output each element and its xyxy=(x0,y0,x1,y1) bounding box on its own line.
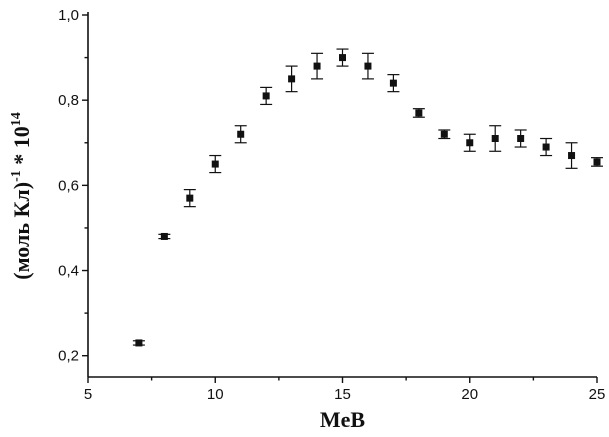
point-marker xyxy=(466,139,474,147)
data-point xyxy=(311,52,324,80)
data-point xyxy=(489,125,502,152)
data-point xyxy=(183,189,196,208)
point-marker xyxy=(542,143,550,151)
data-point xyxy=(361,52,374,80)
x-tick-label: 10 xyxy=(207,386,224,403)
y-axis-title-mid: * 10 xyxy=(9,126,34,170)
x-tick-label: 5 xyxy=(84,386,92,403)
point-marker xyxy=(262,92,270,100)
y-axis-ticks: 0,2 0,4 0,6 0,8 1,0 xyxy=(58,7,88,365)
point-marker xyxy=(517,135,525,143)
data-point xyxy=(565,142,578,169)
data-point xyxy=(540,137,553,157)
x-tick-label: 20 xyxy=(461,386,478,403)
point-marker xyxy=(288,75,296,83)
data-point xyxy=(285,65,298,93)
data-points xyxy=(132,48,603,347)
point-marker xyxy=(237,130,245,138)
y-axis-title-main: (моль Кл) xyxy=(9,182,34,280)
data-point xyxy=(132,339,145,347)
data-point xyxy=(514,129,527,148)
x-tick-label: 25 xyxy=(589,386,606,403)
point-marker xyxy=(186,194,194,202)
y-tick-label: 0,6 xyxy=(58,177,79,194)
point-marker xyxy=(415,109,423,117)
x-axis-title: MeB xyxy=(320,407,366,432)
data-point xyxy=(438,129,451,140)
data-point xyxy=(591,157,603,167)
y-axis-title: (моль Кл)-1 * 1014 xyxy=(9,112,34,280)
point-marker xyxy=(568,152,576,160)
data-point xyxy=(412,108,425,118)
data-point xyxy=(260,86,273,106)
data-point xyxy=(463,133,476,152)
point-marker xyxy=(135,339,143,347)
y-tick-label: 0,4 xyxy=(58,263,79,280)
y-tick-label: 0,2 xyxy=(58,348,79,365)
y-tick-label: 0,8 xyxy=(58,92,79,109)
y-axis-title-sup1: -1 xyxy=(9,170,24,182)
point-marker xyxy=(313,62,321,70)
point-marker xyxy=(593,158,601,166)
data-point xyxy=(234,125,247,144)
x-tick-label: 15 xyxy=(334,386,351,403)
x-axis-ticks: 5 10 15 20 25 xyxy=(84,377,606,403)
point-marker xyxy=(211,160,219,168)
data-point xyxy=(209,154,222,174)
point-marker xyxy=(364,62,372,70)
plot-area: 5 10 15 20 25 0,2 0,4 0,6 0,8 1,0 xyxy=(58,7,605,403)
y-tick-label: 1,0 xyxy=(58,7,79,24)
y-axis-title-sup2: 14 xyxy=(9,112,24,126)
point-marker xyxy=(440,130,448,138)
point-marker xyxy=(160,232,168,240)
data-point xyxy=(336,48,349,67)
point-marker xyxy=(491,135,499,143)
point-marker xyxy=(339,54,346,62)
data-point xyxy=(387,74,400,93)
data-point xyxy=(158,232,171,240)
point-marker xyxy=(389,79,397,87)
